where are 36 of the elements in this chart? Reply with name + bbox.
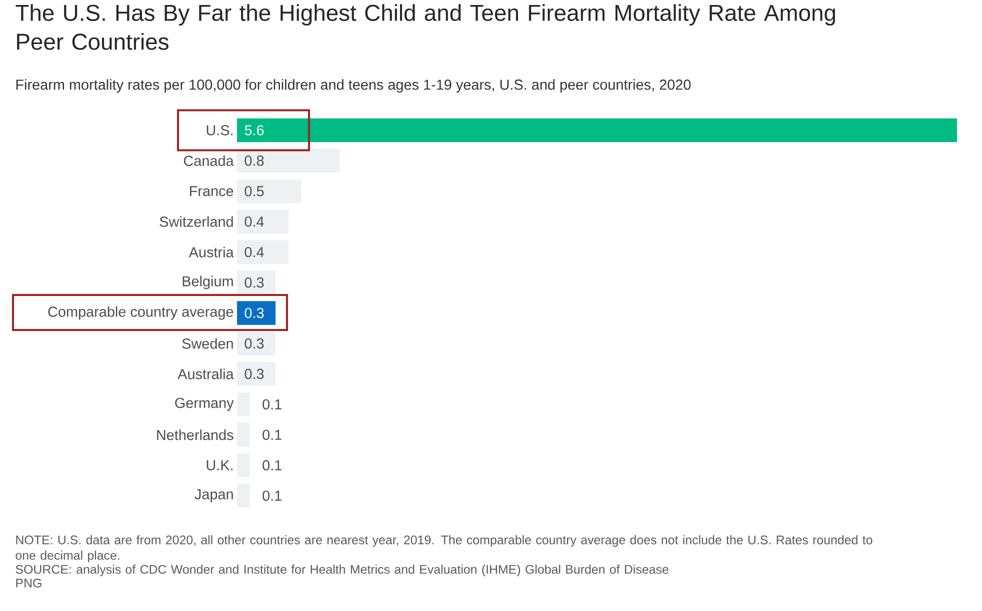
data-label: 0.5 [244, 186, 264, 196]
data-label: 0.4 [244, 216, 264, 227]
data-label: 0.3 [244, 277, 264, 288]
text: NOTE: U.S. data are from 2020, all other countries are nearest year, 2019. The comparable country average does not include the U.S. Rates rounded to one decimal place. [16, 535, 872, 562]
y-tick-label: U.K. [206, 460, 232, 470]
bar [237, 118, 958, 142]
y-tick-label: Japan [194, 489, 233, 502]
y-tick-label: Switzerland [160, 216, 233, 227]
y-tick-label: Sweden [182, 338, 233, 349]
data-label: 0.3 [244, 338, 264, 349]
data-label: 5.6 [244, 125, 264, 136]
text: PNG [16, 578, 42, 588]
chart-subtitle: Firearm mortality rates per 100,000 for children and teens ages 1-19 years, U.S. and peer countries, 2020 [16, 79, 691, 93]
source-note: SOURCE: analysis of CDC Wonder and Institute for Health Metrics and Evaluation (IHME) Global Burden of Disease [16, 564, 668, 576]
y-tick-label: France [190, 186, 234, 196]
data-label: 0.1 [262, 399, 282, 410]
data-label: 0.8 [244, 156, 264, 166]
data-label: 0.1 [262, 460, 282, 470]
y-tick-label: Belgium [182, 276, 233, 290]
data-label: 0.3 [244, 308, 264, 318]
bar [237, 301, 276, 325]
chart-title: The U.S. Has By Far the Highest Child and Teen Firearm Mortality Rate Among Peer Countries [16, 4, 836, 50]
y-tick-label: Canada [184, 155, 234, 166]
data-label: 0.4 [244, 246, 264, 258]
y-tick-label: Austria [188, 246, 234, 258]
bar [237, 332, 276, 356]
y-tick-label: Netherlands [157, 430, 234, 440]
data-label: 0.1 [262, 490, 282, 501]
y-tick-label: Comparable country average [48, 306, 234, 320]
data-label: 0.3 [244, 368, 264, 380]
y-tick-label: Germany [175, 398, 234, 411]
data-label: 0.1 [262, 430, 282, 440]
bar [237, 270, 276, 294]
bar [237, 148, 340, 173]
y-tick-label: Australia [178, 368, 234, 380]
y-tick-label: U.S. [206, 125, 232, 136]
